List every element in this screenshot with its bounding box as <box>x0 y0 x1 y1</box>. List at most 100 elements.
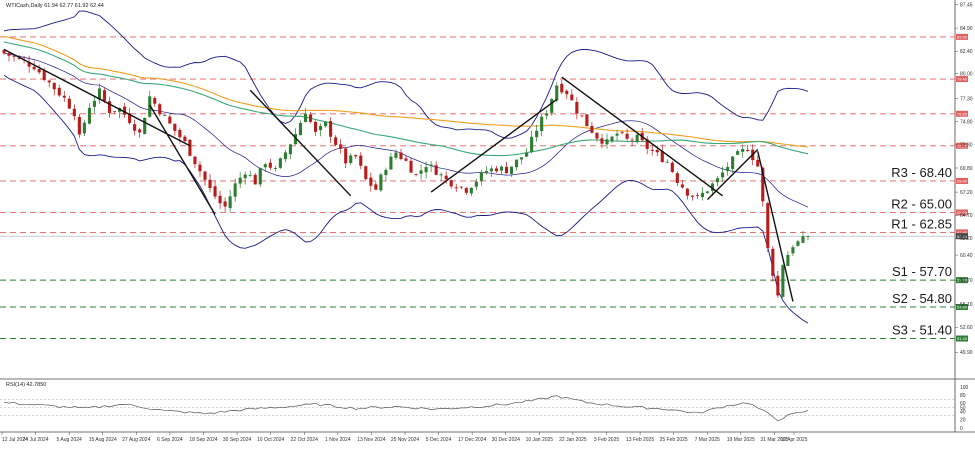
candle-body <box>97 88 102 100</box>
candle-body <box>193 156 197 165</box>
candle-body <box>439 174 443 176</box>
candle-body <box>203 171 207 180</box>
candle-body <box>334 137 338 145</box>
trend-line-0 <box>3 48 191 147</box>
candle-body <box>630 139 634 141</box>
current-price-tag <box>956 233 968 240</box>
time-tick-label: 18 Sep 2024 <box>189 437 218 443</box>
price-tick-label: 62.20 <box>960 236 973 242</box>
candle-body <box>695 195 699 196</box>
candle-body <box>746 150 750 151</box>
candle-body <box>580 115 584 117</box>
level-tag-text-r1: 62.85 <box>957 230 968 235</box>
candle-body <box>766 203 770 249</box>
candle-body <box>530 136 534 152</box>
candle-body <box>123 106 127 115</box>
candle-body <box>675 173 679 183</box>
candle-body <box>238 177 242 184</box>
level-label-s3: S3 - 51.40 <box>892 322 952 337</box>
candle-body <box>781 265 785 297</box>
level-label-s1: S1 - 57.70 <box>892 264 952 279</box>
candle-body <box>288 144 292 155</box>
level-tag-text-r3: 68.40 <box>957 179 968 184</box>
candle-body <box>509 166 514 174</box>
level-tag-r_72 <box>956 142 968 149</box>
level-tag-text-s2: 54.80 <box>957 305 968 310</box>
candle-body <box>540 116 544 132</box>
candle-body <box>228 196 232 209</box>
candle-body <box>645 139 649 149</box>
rsi-tick-label: 80 <box>960 393 966 399</box>
candle-body <box>37 69 41 73</box>
price-tick-label: 52.60 <box>960 325 973 331</box>
candle-body <box>268 162 272 168</box>
time-tick-label: 10 Jan 2025 <box>526 437 554 443</box>
candle-body <box>499 166 504 171</box>
trend-line-2 <box>249 89 352 197</box>
time-tick-label: 10 Oct 2024 <box>257 437 284 443</box>
candle-body <box>555 85 559 101</box>
candle-body <box>419 170 423 174</box>
candle-body <box>504 166 509 174</box>
candle-body <box>168 116 172 124</box>
candle-body <box>369 177 373 186</box>
level-label-r2: R2 - 65.00 <box>891 196 952 211</box>
level-tag-r2 <box>956 209 968 216</box>
time-tick-label: 25 Nov 2024 <box>391 437 420 443</box>
time-tick-label: 7 Mar 2025 <box>695 437 721 443</box>
candle-body <box>570 94 574 101</box>
price-tick-label: 84.90 <box>960 26 973 32</box>
candle-body <box>47 80 51 83</box>
price-tick-label: 87.45 <box>960 2 973 8</box>
candle-body <box>771 248 775 276</box>
candle-body <box>515 159 519 168</box>
candle-body <box>319 125 323 131</box>
price-axis-ticks: 87.45 84.90 82.40 80.00 77.30 74.80 72.30 69.80… <box>955 2 973 356</box>
level-tag-s3 <box>956 335 968 342</box>
moving-average-mid <box>3 41 809 157</box>
candle-body <box>776 275 780 296</box>
candle-body <box>565 90 569 95</box>
candle-body <box>92 100 96 107</box>
level-tag-text-s3: 51.40 <box>957 336 968 341</box>
candle-body <box>469 187 473 194</box>
trend-line-4 <box>561 76 723 197</box>
candle-body <box>610 136 614 142</box>
candle-body <box>173 123 177 131</box>
candle-body <box>796 241 800 246</box>
candle-body <box>409 160 413 173</box>
price-tick-label: 72.30 <box>960 143 973 149</box>
time-tick-label: 13 Nov 2024 <box>357 437 386 443</box>
level-tag-s1 <box>956 277 968 284</box>
trend-line-6 <box>757 151 794 302</box>
candle-body <box>218 195 222 204</box>
candle-body <box>198 164 202 172</box>
candle-body <box>32 66 36 70</box>
candle-body <box>620 132 624 134</box>
candle-body <box>2 50 6 54</box>
time-tick-label: 1 Nov 2024 <box>325 437 351 443</box>
candle-body <box>595 132 599 139</box>
candle-body <box>520 157 524 160</box>
candle-body <box>329 121 333 137</box>
candle-body <box>721 172 725 178</box>
candlesticks <box>2 49 810 298</box>
candle-body <box>248 175 252 176</box>
candle-body <box>308 114 313 122</box>
candle-body <box>605 139 609 145</box>
candle-body <box>535 130 539 138</box>
candle-body <box>700 192 705 198</box>
time-tick-label: 30 Sep 2024 <box>223 437 252 443</box>
level-labels: R3 - 68.40 R2 - 65.00 R1 - 62.85 S1 - 57.70… <box>891 165 952 338</box>
rsi-tick-label: 20 <box>960 418 966 424</box>
rsi-tick-label: 0 <box>960 426 963 432</box>
candle-body <box>243 174 247 179</box>
candle-body <box>359 155 363 166</box>
level-tag-r_75 <box>956 110 968 117</box>
candle-body <box>153 98 157 104</box>
price-tick-label: 57.70 <box>960 278 973 284</box>
time-tick-label: 24 Jul 2024 <box>23 437 49 443</box>
candle-body <box>459 186 463 188</box>
candle-body <box>550 98 554 113</box>
candle-body <box>208 179 212 188</box>
